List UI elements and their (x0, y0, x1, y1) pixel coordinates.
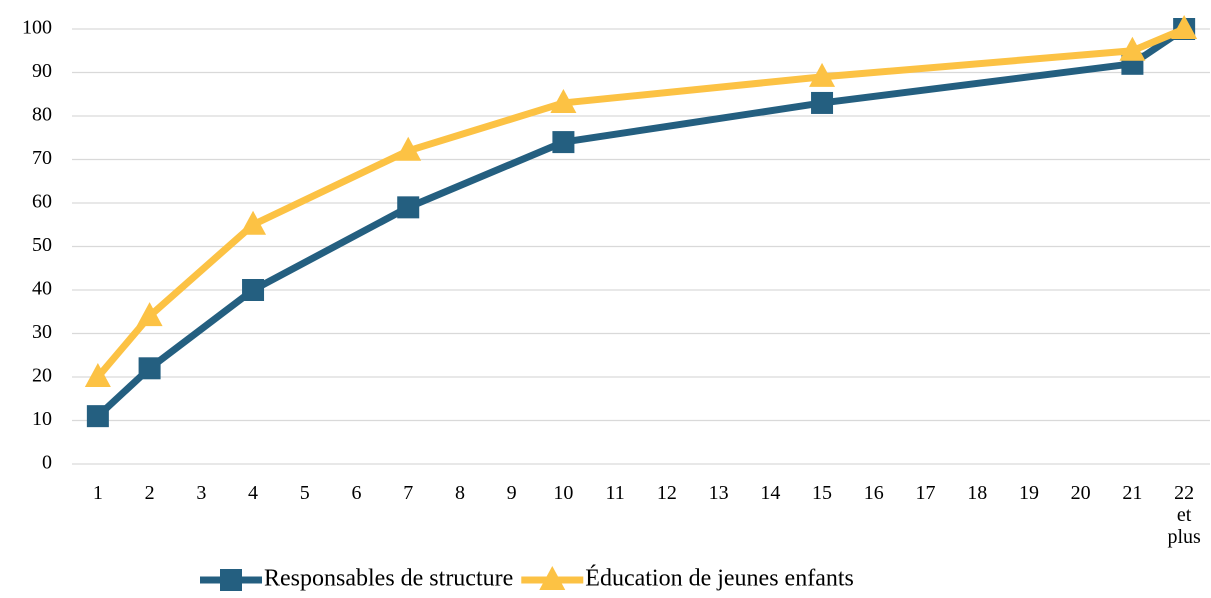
x-tick: 5 (275, 482, 335, 504)
x-tick-label: 2 (144, 482, 155, 504)
x-tick-label: 7 (403, 482, 414, 504)
x-tick-label: 11 (605, 482, 625, 504)
x-tick-label: 17 (915, 482, 936, 504)
x-tick: 14 (740, 482, 800, 504)
x-tick: 18 (947, 482, 1007, 504)
data-point (136, 302, 163, 327)
x-tick-label: 5 (299, 482, 310, 504)
x-tick: 3 (171, 482, 231, 504)
data-point (809, 62, 836, 87)
x-tick: 6 (327, 482, 387, 504)
x-tick: 16 (844, 482, 904, 504)
x-tick-label: 22 et plus (1167, 482, 1201, 548)
x-tick: 17 (896, 482, 956, 504)
x-tick: 1 (68, 482, 128, 504)
x-tick-label: 13 (708, 482, 729, 504)
y-tick-label: 100 (22, 17, 52, 39)
y-tick-label: 80 (32, 104, 52, 126)
y-tick-label: 0 (42, 452, 52, 474)
x-tick: 2 (120, 482, 180, 504)
data-point (240, 210, 267, 235)
legend-marker (539, 566, 566, 590)
data-point (1119, 36, 1146, 61)
data-point (811, 91, 834, 114)
data-point (552, 131, 575, 154)
x-tick-label: 19 (1018, 482, 1039, 504)
y-tick-label: 40 (32, 278, 52, 300)
legend-label: Éducation de jeunes enfants (585, 566, 854, 592)
x-tick-label: 10 (553, 482, 574, 504)
x-tick-label: 16 (863, 482, 884, 504)
series-line (95, 26, 1187, 419)
x-tick: 20 (1051, 482, 1111, 504)
data-point (397, 196, 420, 219)
y-tick-label: 60 (32, 191, 52, 213)
series-line (95, 25, 1186, 380)
x-tick-label: 3 (196, 482, 207, 504)
data-point (138, 357, 161, 380)
x-tick: 13 (689, 482, 749, 504)
x-tick: 22 et plus (1154, 482, 1211, 548)
data-point (395, 136, 422, 161)
x-tick: 12 (637, 482, 697, 504)
y-tick-label: 70 (32, 147, 52, 169)
x-tick-label: 18 (967, 482, 988, 504)
data-point (84, 363, 111, 387)
y-tick-label: 30 (32, 321, 52, 343)
legend-label: Responsables de structure (264, 566, 513, 592)
data-point (86, 405, 109, 428)
x-tick-label: 21 (1122, 482, 1143, 504)
legend-marker (220, 569, 242, 591)
x-tick-label: 8 (454, 482, 465, 504)
x-tick-label: 1 (92, 482, 103, 504)
x-tick: 21 (1102, 482, 1162, 504)
x-tick: 10 (533, 482, 593, 504)
y-tick-label: 20 (32, 365, 52, 387)
x-tick-label: 20 (1070, 482, 1091, 504)
x-tick: 15 (792, 482, 852, 504)
data-point (1171, 15, 1198, 39)
data-point (550, 88, 577, 113)
x-tick: 19 (999, 482, 1059, 504)
x-tick: 4 (223, 482, 283, 504)
x-tick-label: 12 (656, 482, 677, 504)
x-tick: 8 (430, 482, 490, 504)
data-point (242, 279, 265, 301)
x-tick: 11 (585, 482, 645, 504)
x-tick: 7 (378, 482, 438, 504)
x-tick-label: 4 (248, 482, 259, 504)
x-tick-label: 14 (760, 482, 781, 504)
y-tick-label: 50 (32, 234, 52, 256)
x-tick: 9 (482, 482, 542, 504)
x-tick-label: 15 (812, 482, 833, 504)
y-tick-label: 90 (32, 60, 52, 82)
x-tick-label: 9 (506, 482, 517, 504)
x-tick-label: 6 (351, 482, 362, 504)
y-tick-label: 10 (32, 408, 52, 430)
